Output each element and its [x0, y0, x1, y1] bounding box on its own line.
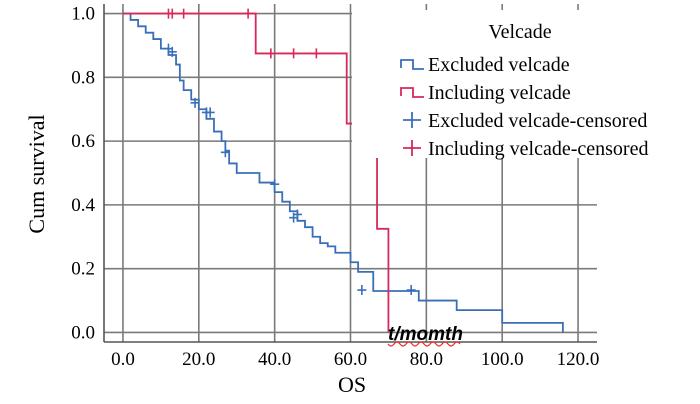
legend: Velcade Excluded velcade Including velcad…	[352, 10, 678, 160]
series-line-including	[122, 12, 390, 333]
x-tick-label: 60.0	[334, 349, 367, 370]
x-tick-label: 120.0	[557, 349, 600, 370]
annotation: t/momth	[387, 324, 463, 347]
x-tick-label: 20.0	[182, 349, 215, 370]
legend-symbol-censored	[403, 112, 421, 128]
censor-mark	[289, 48, 299, 59]
spellcheck-underline	[387, 341, 461, 347]
censor-marks	[163, 8, 416, 296]
x-tick-label: 80.0	[410, 349, 443, 370]
censor-mark	[190, 97, 200, 108]
y-axis-title: Cum survival	[24, 114, 49, 233]
censor-mark	[167, 46, 177, 57]
x-axis-title: OS	[338, 372, 366, 397]
censor-mark	[292, 209, 302, 220]
censor-mark	[167, 8, 177, 19]
y-tick-label: 0.6	[71, 131, 95, 152]
x-tick-label: 100.0	[481, 349, 524, 370]
y-tick-label: 0.4	[71, 195, 95, 216]
legend-symbol-line	[400, 59, 424, 70]
legend-entry-label: Excluded velcade	[428, 54, 570, 76]
censor-mark	[243, 8, 253, 19]
legend-symbol-line	[400, 87, 424, 98]
legend-entry-label: Including velcade-censored	[428, 138, 648, 160]
censor-mark	[311, 48, 321, 59]
censor-mark	[220, 147, 230, 158]
censor-mark	[179, 8, 189, 19]
y-tick-label: 1.0	[71, 4, 95, 25]
legend-background	[352, 10, 678, 158]
censor-mark	[205, 107, 215, 118]
censor-mark	[357, 285, 367, 296]
censor-mark	[406, 285, 416, 296]
y-tick-label: 0.8	[71, 67, 95, 88]
legend-entry-label: Excluded velcade-censored	[428, 110, 647, 132]
legend-symbol-censored	[403, 140, 421, 156]
y-tick-label: 0.0	[71, 322, 95, 343]
x-tick-label: 40.0	[258, 349, 291, 370]
axes: 0.0 20.0 40.0 60.0 80.0 100.0 120.0 0.0 0.2 0.4 0.…	[71, 4, 599, 370]
censor-mark	[266, 48, 276, 59]
x-tick-label: 0.0	[111, 349, 135, 370]
legend-title: Velcade	[488, 21, 551, 43]
legend-entry-label: Including velcade	[428, 82, 571, 104]
censor-mark	[270, 179, 280, 190]
annotation-label: t/momth	[388, 324, 463, 345]
y-tick-label: 0.2	[71, 259, 95, 280]
